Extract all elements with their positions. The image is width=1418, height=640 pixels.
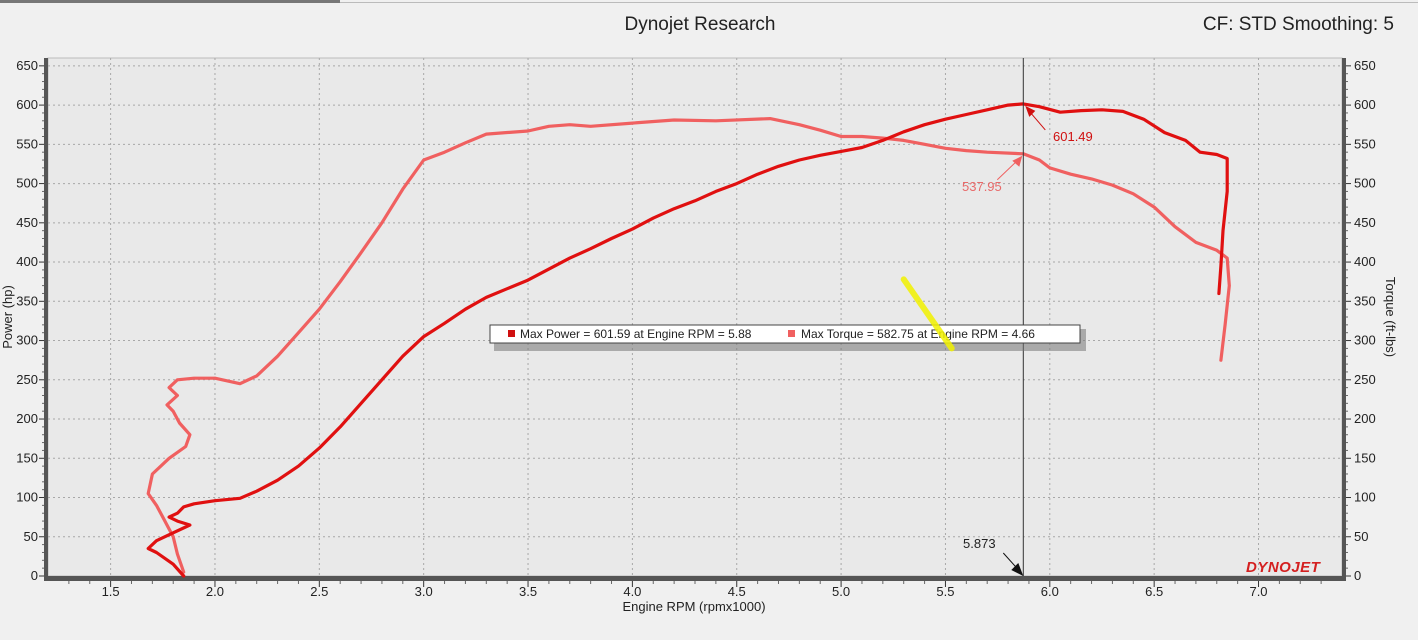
power-peak-label: 601.49 <box>1053 129 1093 144</box>
grid-lines <box>48 58 1342 576</box>
x-tick-label: 6.5 <box>1145 584 1163 599</box>
legend-torque-swatch <box>788 330 795 337</box>
dynojet-logo: DYNOJET <box>1246 559 1322 576</box>
y-tick-label-right: 250 <box>1354 372 1376 387</box>
y-tick-label-left: 500 <box>16 176 38 191</box>
y-tick-label-right: 50 <box>1354 529 1368 544</box>
legend-power-swatch <box>508 330 515 337</box>
y-tick-label-left: 650 <box>16 58 38 73</box>
y-tick-label-left: 200 <box>16 411 38 426</box>
y-tick-label-left: 300 <box>16 333 38 348</box>
y-tick-label-right: 300 <box>1354 333 1376 348</box>
series-line-torque <box>146 116 1231 574</box>
x-tick-label: 1.5 <box>102 584 120 599</box>
y-tick-label-right: 400 <box>1354 254 1376 269</box>
x-tick-label: 4.5 <box>728 584 746 599</box>
y-tick-label-left: 600 <box>16 97 38 112</box>
y-tick-label-left: 50 <box>24 529 38 544</box>
x-axis-bar <box>48 576 1342 581</box>
power-peak-arrow-head <box>1025 105 1036 117</box>
y-tick-label-left: 250 <box>16 372 38 387</box>
x-tick-label: 3.5 <box>519 584 537 599</box>
x-tick-label: 3.0 <box>415 584 433 599</box>
y-tick-label-right: 650 <box>1354 58 1376 73</box>
y-tick-label-left: 400 <box>16 254 38 269</box>
left-axis-bar <box>44 58 48 581</box>
y-tick-label-left: 0 <box>31 568 38 583</box>
y-tick-label-right: 450 <box>1354 215 1376 230</box>
rpm-cursor-value: 5.873 <box>963 536 996 551</box>
x-tick-label: 6.0 <box>1041 584 1059 599</box>
y-tick-label-left: 550 <box>16 136 38 151</box>
tab-indicator <box>0 0 340 3</box>
x-tick-label: 4.0 <box>623 584 641 599</box>
power-axis: 0 50 100 150 200 250 300 350 400 450 500 550 600 650 <box>16 58 44 583</box>
y-tick-label-left: 450 <box>16 215 38 230</box>
correction-factor-smoothing: CF: STD Smoothing: 5 <box>1203 14 1394 35</box>
x-tick-label: 7.0 <box>1249 584 1267 599</box>
torque-peak-arrow-head <box>1012 155 1023 167</box>
y-tick-label-right: 100 <box>1354 490 1376 505</box>
y-tick-label-left: 100 <box>16 490 38 505</box>
y-axis-label-torque: Torque (ft-lbs) <box>1383 277 1398 357</box>
window-top-border <box>340 2 1418 3</box>
y-tick-label-left: 350 <box>16 293 38 308</box>
x-tick-label: 5.5 <box>936 584 954 599</box>
peak-annotations: 601.49 537.95 <box>962 105 1093 194</box>
legend-power-text: Max Power = 601.59 at Engine RPM = 5.88 <box>520 327 752 341</box>
y-tick-label-right: 200 <box>1354 411 1376 426</box>
torque-axis: 0 50 100 150 200 250 300 350 400 450 500 550 600 650 <box>1346 58 1376 583</box>
right-axis-bar <box>1342 58 1346 581</box>
legend-torque-text: Max Torque = 582.75 at Engine RPM = 4.66 <box>801 327 1035 341</box>
x-axis-label: Engine RPM (rpmx1000) <box>622 599 765 614</box>
rpm-cursor-arrow-head <box>1011 563 1024 576</box>
x-tick-label: 2.5 <box>310 584 328 599</box>
x-tick-label: 5.0 <box>832 584 850 599</box>
chart-title: Dynojet Research <box>624 14 775 35</box>
y-tick-label-right: 500 <box>1354 176 1376 191</box>
y-tick-label-right: 150 <box>1354 450 1376 465</box>
y-tick-label-right: 600 <box>1354 97 1376 112</box>
series-line-power <box>146 102 1229 578</box>
series-layer <box>146 102 1231 578</box>
y-tick-label-right: 0 <box>1354 568 1361 583</box>
y-axis-label-power: Power (hp) <box>0 285 15 349</box>
highlighter-mark <box>900 276 955 352</box>
y-tick-label-right: 550 <box>1354 136 1376 151</box>
y-tick-label-right: 350 <box>1354 293 1376 308</box>
x-tick-label: 2.0 <box>206 584 224 599</box>
y-tick-label-left: 150 <box>16 450 38 465</box>
legend: Max Power = 601.59 at Engine RPM = 5.88 … <box>489 324 1086 351</box>
rpm-axis: 1.5 2.0 2.5 3.0 3.5 4.0 4.5 5.0 5.5 6.0 6.5 7.0 <box>68 581 1322 599</box>
torque-peak-label: 537.95 <box>962 179 1002 194</box>
